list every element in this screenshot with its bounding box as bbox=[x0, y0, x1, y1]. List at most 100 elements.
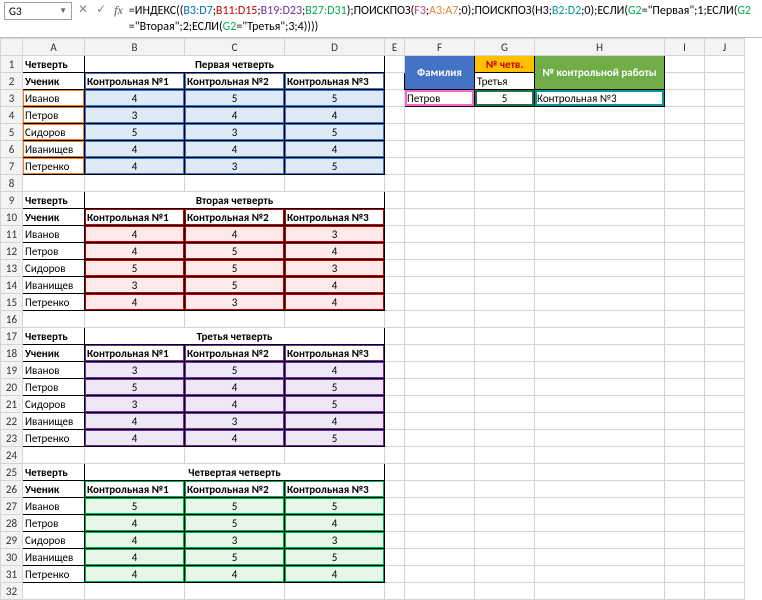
cell-B16[interactable] bbox=[85, 311, 185, 328]
cell-G20[interactable] bbox=[475, 379, 535, 396]
col-header-F[interactable]: F bbox=[405, 39, 475, 56]
cell-F13[interactable] bbox=[405, 260, 475, 277]
accept-icon[interactable]: ✓ bbox=[96, 4, 106, 16]
cell-E21[interactable] bbox=[385, 396, 405, 413]
row-header[interactable]: 11 bbox=[1, 226, 23, 243]
spreadsheet-grid[interactable]: ABCDEFGHIJ 1ЧетвертьПервая четвертьФамил… bbox=[0, 38, 745, 600]
row-header[interactable]: 4 bbox=[1, 107, 23, 124]
cell-H24[interactable] bbox=[535, 447, 665, 464]
cell-G14[interactable] bbox=[475, 277, 535, 294]
cell-F22[interactable] bbox=[405, 413, 475, 430]
cell-I25[interactable] bbox=[665, 464, 705, 481]
cell-I10[interactable] bbox=[665, 209, 705, 226]
cell-F9[interactable] bbox=[405, 192, 475, 209]
cell-G5[interactable] bbox=[475, 124, 535, 141]
cell-E22[interactable] bbox=[385, 413, 405, 430]
cell-D11[interactable]: 3 bbox=[285, 226, 385, 243]
cell-G8[interactable] bbox=[475, 175, 535, 192]
cell-D5[interactable]: 5 bbox=[285, 124, 385, 141]
cell-H22[interactable] bbox=[535, 413, 665, 430]
cell-H10[interactable] bbox=[535, 209, 665, 226]
row-header[interactable]: 9 bbox=[1, 192, 23, 209]
cell-C32[interactable] bbox=[185, 583, 285, 600]
cell-F4[interactable] bbox=[405, 107, 475, 124]
cell-J30[interactable] bbox=[705, 549, 745, 566]
cell-E18[interactable] bbox=[385, 345, 405, 362]
col-header-C[interactable]: C bbox=[185, 39, 285, 56]
cell-E1[interactable] bbox=[385, 56, 405, 73]
cell-F18[interactable] bbox=[405, 345, 475, 362]
row-header[interactable]: 7 bbox=[1, 158, 23, 175]
cell-B31[interactable]: 4 bbox=[85, 566, 185, 583]
cell-D18[interactable]: Контрольная №3 bbox=[285, 345, 385, 362]
cell-E13[interactable] bbox=[385, 260, 405, 277]
cell-F5[interactable] bbox=[405, 124, 475, 141]
row-header[interactable]: 24 bbox=[1, 447, 23, 464]
cell-A28[interactable]: Петров bbox=[23, 515, 85, 532]
cell-A30[interactable]: Иванищев bbox=[23, 549, 85, 566]
cell-A2[interactable]: Ученик bbox=[23, 73, 85, 90]
chevron-down-icon[interactable]: ▼ bbox=[59, 6, 67, 16]
cell-C3[interactable]: 5 bbox=[185, 90, 285, 107]
cell-J5[interactable] bbox=[705, 124, 745, 141]
cell-D10[interactable]: Контрольная №3 bbox=[285, 209, 385, 226]
cell-I1[interactable] bbox=[665, 56, 705, 73]
cell-E11[interactable] bbox=[385, 226, 405, 243]
cell-D3[interactable]: 5 bbox=[285, 90, 385, 107]
cell-G6[interactable] bbox=[475, 141, 535, 158]
cell-F20[interactable] bbox=[405, 379, 475, 396]
cell-H17[interactable] bbox=[535, 328, 665, 345]
cell-J13[interactable] bbox=[705, 260, 745, 277]
cell-G29[interactable] bbox=[475, 532, 535, 549]
cell-B14[interactable]: 3 bbox=[85, 277, 185, 294]
cell-B7[interactable]: 4 bbox=[85, 158, 185, 175]
cell-D6[interactable]: 4 bbox=[285, 141, 385, 158]
cell-C21[interactable]: 4 bbox=[185, 396, 285, 413]
row-header[interactable]: 6 bbox=[1, 141, 23, 158]
row-header[interactable]: 12 bbox=[1, 243, 23, 260]
cell-I32[interactable] bbox=[665, 583, 705, 600]
cell-B6[interactable]: 4 bbox=[85, 141, 185, 158]
cell-A31[interactable]: Петренко bbox=[23, 566, 85, 583]
cell-I15[interactable] bbox=[665, 294, 705, 311]
cell-C18[interactable]: Контрольная №2 bbox=[185, 345, 285, 362]
cell-F3[interactable]: Петров bbox=[405, 90, 475, 107]
cell-D27[interactable]: 5 bbox=[285, 498, 385, 515]
col-header-B[interactable]: B bbox=[85, 39, 185, 56]
cell-D16[interactable] bbox=[285, 311, 385, 328]
cell-E15[interactable] bbox=[385, 294, 405, 311]
cell-B8[interactable] bbox=[85, 175, 185, 192]
cell-F6[interactable] bbox=[405, 141, 475, 158]
cell-G26[interactable] bbox=[475, 481, 535, 498]
cell-G9[interactable] bbox=[475, 192, 535, 209]
cell-D23[interactable]: 5 bbox=[285, 430, 385, 447]
row-header[interactable]: 14 bbox=[1, 277, 23, 294]
cell-E24[interactable] bbox=[385, 447, 405, 464]
cell-A22[interactable]: Иванищев bbox=[23, 413, 85, 430]
cell-I17[interactable] bbox=[665, 328, 705, 345]
cell-J20[interactable] bbox=[705, 379, 745, 396]
cell-C30[interactable]: 5 bbox=[185, 549, 285, 566]
cell-H5[interactable] bbox=[535, 124, 665, 141]
cell-I28[interactable] bbox=[665, 515, 705, 532]
cell-D31[interactable]: 4 bbox=[285, 566, 385, 583]
cell-B28[interactable]: 4 bbox=[85, 515, 185, 532]
cell-F31[interactable] bbox=[405, 566, 475, 583]
cell-I4[interactable] bbox=[665, 107, 705, 124]
cell-C28[interactable]: 5 bbox=[185, 515, 285, 532]
cell-H32[interactable] bbox=[535, 583, 665, 600]
cell-G18[interactable] bbox=[475, 345, 535, 362]
cell-E16[interactable] bbox=[385, 311, 405, 328]
col-header-D[interactable]: D bbox=[285, 39, 385, 56]
cell-A25[interactable]: Четверть bbox=[23, 464, 85, 481]
cell-B29[interactable]: 4 bbox=[85, 532, 185, 549]
cell-C23[interactable]: 4 bbox=[185, 430, 285, 447]
cell-A4[interactable]: Петров bbox=[23, 107, 85, 124]
cell-H15[interactable] bbox=[535, 294, 665, 311]
col-header-G[interactable]: G bbox=[475, 39, 535, 56]
cell-E32[interactable] bbox=[385, 583, 405, 600]
cell-F11[interactable] bbox=[405, 226, 475, 243]
cell-H4[interactable] bbox=[535, 107, 665, 124]
row-header[interactable]: 10 bbox=[1, 209, 23, 226]
cell-A16[interactable] bbox=[23, 311, 85, 328]
